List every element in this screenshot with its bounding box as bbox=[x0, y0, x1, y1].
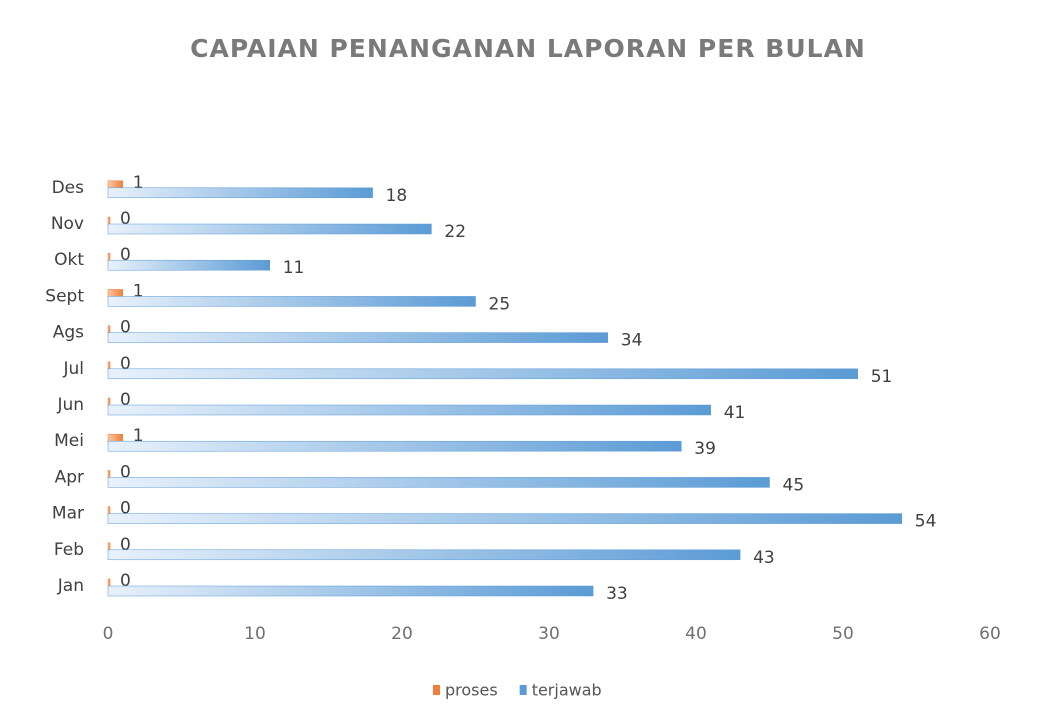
chart-title: CAPAIAN PENANGANAN LAPORAN PER BULAN bbox=[190, 34, 866, 63]
data-label: 34 bbox=[621, 331, 643, 351]
x-tick-label: 40 bbox=[685, 624, 707, 644]
y-tick-label: Feb bbox=[54, 540, 84, 560]
data-label: 0 bbox=[120, 354, 131, 374]
bar bbox=[107, 549, 741, 561]
data-label: 0 bbox=[120, 499, 131, 519]
data-label: 25 bbox=[489, 294, 511, 314]
x-tick-label: 0 bbox=[103, 624, 114, 644]
y-tick-label: Okt bbox=[54, 250, 84, 270]
data-label: 0 bbox=[120, 462, 131, 482]
legend-swatch bbox=[519, 685, 527, 695]
legend-label: terjawab bbox=[532, 681, 602, 700]
x-tick-label: 30 bbox=[538, 624, 560, 644]
x-tick-label: 10 bbox=[244, 624, 266, 644]
data-label: 39 bbox=[694, 439, 716, 459]
data-label: 1 bbox=[133, 173, 144, 193]
y-tick-label: Nov bbox=[51, 214, 84, 234]
y-tick-label: Mar bbox=[52, 504, 84, 524]
data-label: 0 bbox=[120, 318, 131, 338]
data-label: 54 bbox=[915, 512, 937, 532]
data-label: 11 bbox=[283, 258, 305, 278]
bar bbox=[107, 513, 903, 524]
data-label: 0 bbox=[120, 245, 131, 265]
data-label: 51 bbox=[871, 367, 893, 387]
bar bbox=[107, 585, 594, 597]
bar bbox=[107, 332, 609, 343]
bar bbox=[107, 259, 270, 271]
bar bbox=[107, 440, 682, 452]
data-label: 45 bbox=[783, 475, 805, 495]
data-label: 18 bbox=[386, 186, 408, 206]
data-label: 22 bbox=[444, 222, 466, 242]
data-label: 0 bbox=[120, 535, 131, 555]
x-tick-label: 20 bbox=[391, 624, 413, 644]
data-label: 43 bbox=[753, 548, 775, 568]
y-tick-label: Jul bbox=[62, 359, 84, 379]
y-tick-label: Mei bbox=[54, 431, 84, 451]
y-tick-label: Des bbox=[52, 178, 85, 198]
data-label: 0 bbox=[120, 209, 131, 229]
bar bbox=[107, 296, 476, 307]
bar bbox=[107, 187, 373, 199]
data-label: 1 bbox=[133, 281, 144, 301]
data-label: 41 bbox=[724, 403, 746, 423]
data-label: 33 bbox=[606, 584, 628, 604]
x-tick-label: 50 bbox=[832, 624, 854, 644]
bar bbox=[107, 223, 432, 235]
legend-swatch bbox=[433, 685, 440, 695]
legend-label: proses bbox=[445, 681, 498, 700]
y-tick-label: Ags bbox=[53, 323, 84, 343]
bar bbox=[107, 368, 858, 380]
data-label: 0 bbox=[120, 390, 131, 410]
y-tick-label: Sept bbox=[45, 286, 84, 306]
y-tick-label: Jan bbox=[57, 576, 84, 596]
bar bbox=[107, 404, 711, 416]
y-tick-label: Jun bbox=[56, 395, 84, 415]
data-label: 1 bbox=[133, 426, 144, 446]
data-label: 0 bbox=[120, 571, 131, 591]
x-tick-label: 60 bbox=[979, 624, 1001, 644]
bar bbox=[107, 477, 770, 488]
y-tick-label: Apr bbox=[55, 467, 84, 487]
